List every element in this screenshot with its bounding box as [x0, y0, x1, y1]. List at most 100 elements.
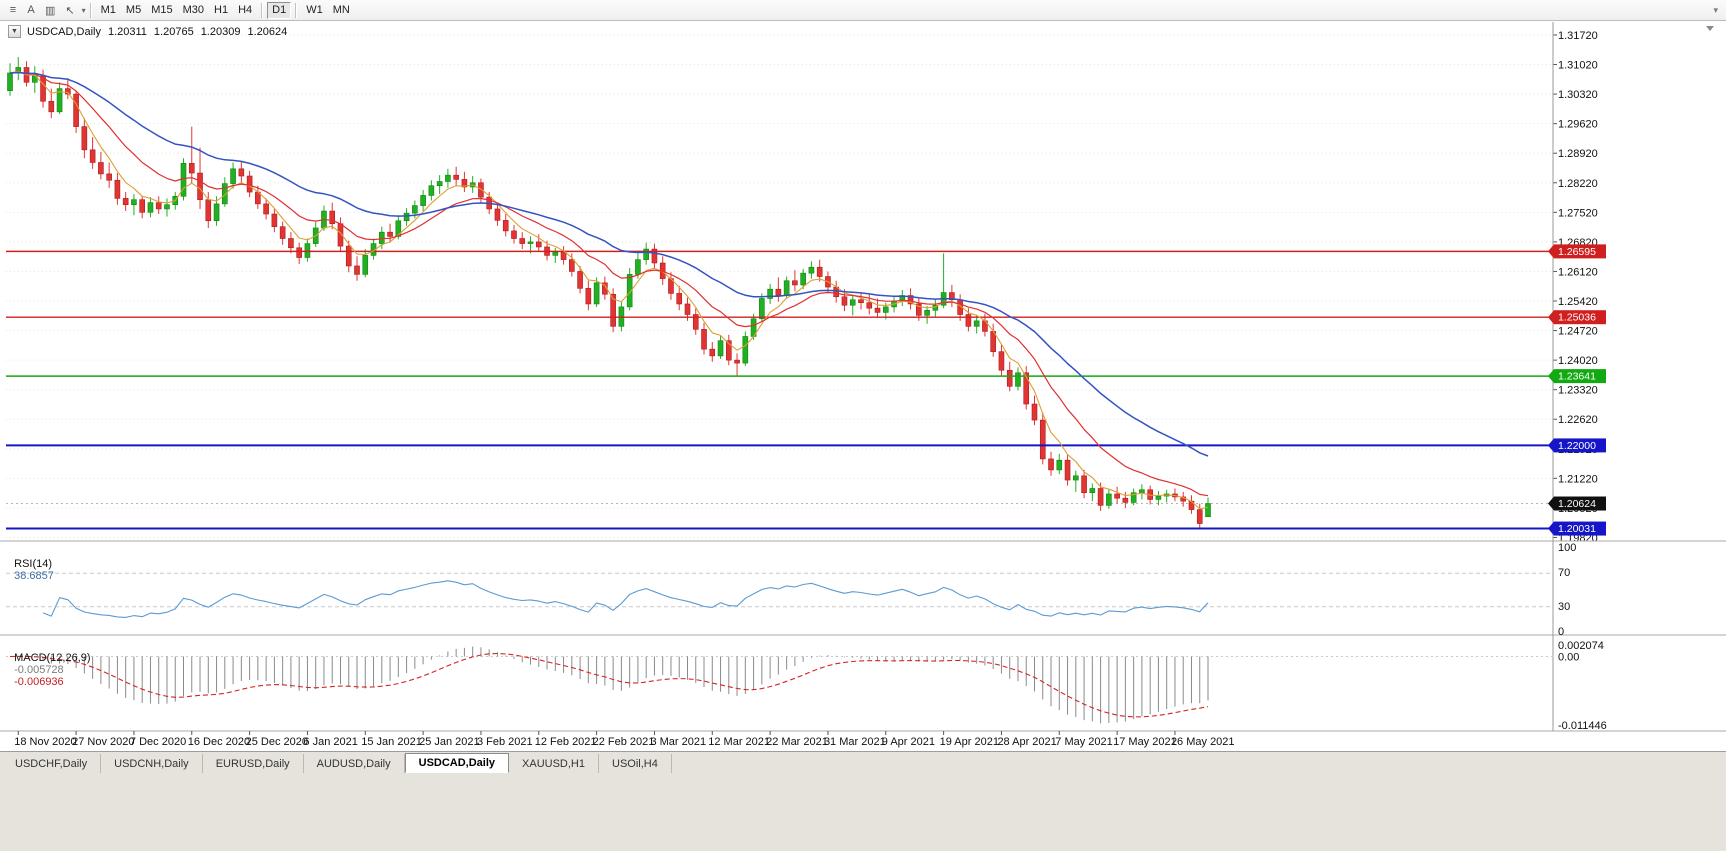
price-axis-label: 1.21220 — [1558, 473, 1598, 485]
tab-audusd-daily[interactable]: AUDUSD,Daily — [303, 754, 405, 773]
rsi-pane-label: RSI(14) 38.6857 — [8, 546, 54, 582]
price-axis: 1.31720 1.31020 1.30320 1.29620 1.28920 1.282… — [1553, 30, 1598, 544]
date-axis-label: 16 Dec 2020 — [188, 736, 250, 748]
date-axis-label: 15 Jan 2021 — [361, 736, 422, 748]
tab-usdcnh-daily[interactable]: USDCNH,Daily — [101, 754, 203, 773]
ohlc-low: 1.20309 — [200, 25, 241, 38]
price-axis-label: 1.24020 — [1558, 355, 1598, 367]
tool-dropdown-caret-icon[interactable]: ▾ — [81, 5, 86, 15]
rsi-axis-label: 0 — [1558, 626, 1564, 638]
rsi-axis-label: 100 — [1558, 542, 1576, 554]
tf-button-m1[interactable]: M1 — [100, 4, 116, 16]
macd-signal-value: -0.006936 — [14, 676, 64, 688]
date-axis-label: 22 Feb 2021 — [593, 736, 655, 748]
tab-eurusd-daily[interactable]: EURUSD,Daily — [202, 754, 304, 773]
date-axis-label: 7 May 2021 — [1055, 736, 1112, 748]
price-axis-label: 1.31720 — [1558, 30, 1598, 42]
macd-axis-label: -0.011446 — [1558, 720, 1607, 732]
svg-text:1.26595: 1.26595 — [1558, 246, 1596, 258]
date-axis-label: 25 Dec 2020 — [246, 736, 308, 748]
price-tags: 1.26595 1.25036 1.23641 1.22000 1.20031 1.206… — [1548, 244, 1606, 536]
date-axis-label: 12 Mar 2021 — [708, 736, 770, 748]
tab-xauusd-h1[interactable]: XAUUSD,H1 — [509, 754, 599, 773]
toolbar-separator — [261, 2, 264, 18]
rsi-line — [42, 580, 1209, 618]
tf-button-h1[interactable]: H1 — [214, 4, 229, 16]
cursor-tool-icon[interactable]: ↖ — [65, 4, 75, 17]
pane-separators[interactable] — [0, 22, 1726, 732]
tf-button-w1[interactable]: W1 — [306, 4, 323, 16]
toolbar-separator — [295, 2, 298, 18]
autoscroll-marker-icon — [1706, 26, 1714, 31]
tf-button-m30[interactable]: M30 — [182, 4, 205, 16]
top-toolbar: ≡ A ▥ ↖ ▾ M1 M5 M15 M30 H1 H4 D1 W1 MN ▾ — [0, 0, 1726, 21]
tab-usdchf-daily[interactable]: USDCHF,Daily — [2, 754, 102, 773]
menu-icon[interactable]: ≡ — [9, 4, 17, 16]
date-axis-label: 26 May 2021 — [1171, 736, 1235, 748]
price-tag: 1.22000 — [1548, 438, 1606, 453]
macd-axis-label: 0.00 — [1558, 651, 1579, 663]
price-axis-label: 1.28920 — [1558, 148, 1598, 160]
tf-button-h4[interactable]: H4 — [238, 4, 253, 16]
date-axis-label: 28 Apr 2021 — [997, 736, 1056, 748]
candlestick-series — [7, 56, 1211, 529]
date-axis-label: 3 Mar 2021 — [650, 736, 706, 748]
price-axis-label: 1.28220 — [1558, 178, 1598, 190]
tf-button-m5[interactable]: M5 — [125, 4, 142, 16]
price-tag: 1.26595 — [1548, 244, 1606, 259]
tab-usdcad-daily[interactable]: USDCAD,Daily — [404, 753, 510, 773]
macd-histogram — [17, 646, 1209, 724]
price-axis-label: 1.26120 — [1558, 266, 1598, 278]
rsi-axis-label: 70 — [1558, 567, 1570, 579]
date-axis-label: 12 Feb 2021 — [535, 736, 597, 748]
chart-symbol-label: USDCAD,Daily — [27, 25, 101, 38]
text-tool-icon[interactable]: A — [27, 4, 35, 16]
horizontal-level-lines[interactable] — [6, 250, 1553, 530]
price-axis-label: 1.24720 — [1558, 326, 1598, 338]
date-axis-label: 18 Nov 2020 — [14, 736, 76, 748]
ohlc-open: 1.20311 — [107, 25, 147, 38]
svg-text:1.20031: 1.20031 — [1558, 523, 1596, 535]
date-axis-label: 19 Apr 2021 — [940, 736, 999, 748]
toolbar-separator — [89, 2, 92, 18]
chart-grid-icon[interactable]: ▥ — [45, 4, 56, 17]
tf-button-mn[interactable]: MN — [332, 4, 350, 16]
tab-usoil-h4[interactable]: USOil,H4 — [599, 754, 672, 773]
chart-header: ▼ USDCAD,Daily 1.20311 1.20765 1.20309 1… — [8, 25, 294, 38]
price-axis-label: 1.30320 — [1558, 89, 1598, 101]
svg-text:1.25036: 1.25036 — [1558, 312, 1596, 324]
ohlc-high: 1.20765 — [153, 25, 194, 38]
rsi-axis-label: 30 — [1558, 601, 1570, 613]
rsi-current-value: 38.6857 — [14, 570, 54, 582]
price-tag: 1.20031 — [1548, 521, 1606, 536]
price-tag: 1.23641 — [1548, 369, 1606, 384]
price-axis-label: 1.23320 — [1558, 385, 1598, 397]
macd-signal-line — [9, 652, 1209, 718]
chart-tabs: USDCHF,Daily USDCNH,Daily EURUSD,Daily AUDU… — [2, 753, 1726, 773]
date-axis-label: 6 Jan 2021 — [303, 736, 357, 748]
chart-collapse-button[interactable]: ▼ — [8, 25, 21, 38]
ma-fast-line — [9, 70, 1209, 510]
price-axis-label: 1.27520 — [1558, 207, 1598, 219]
date-axis-label: 27 Nov 2020 — [72, 736, 134, 748]
macd-current-value: -0.005728 — [14, 664, 64, 676]
date-axis-label: 31 Mar 2021 — [824, 736, 886, 748]
date-axis-label: 7 Dec 2020 — [130, 736, 186, 748]
svg-text:1.23641: 1.23641 — [1558, 371, 1596, 383]
svg-text:1.20624: 1.20624 — [1558, 498, 1596, 510]
date-axis-label: 17 May 2021 — [1113, 736, 1177, 748]
tf-button-d1[interactable]: D1 — [267, 1, 292, 19]
macd-indicator-name: MACD(12,26,9) — [14, 652, 91, 664]
price-axis-label: 1.29620 — [1558, 119, 1598, 131]
price-axis-label: 1.22620 — [1558, 414, 1598, 426]
grid-lines — [6, 34, 1553, 538]
date-axis-label: 9 Apr 2021 — [882, 736, 935, 748]
ohlc-close: 1.20624 — [247, 25, 288, 38]
price-axis-label: 1.25420 — [1558, 296, 1598, 308]
toolbar-overflow-icon[interactable]: ▾ — [1713, 4, 1718, 15]
price-axis-label: 1.31020 — [1558, 60, 1598, 72]
ma-slow-line — [9, 71, 1209, 457]
rsi-indicator-name: RSI(14) — [14, 558, 53, 570]
tf-button-m15[interactable]: M15 — [151, 4, 173, 16]
